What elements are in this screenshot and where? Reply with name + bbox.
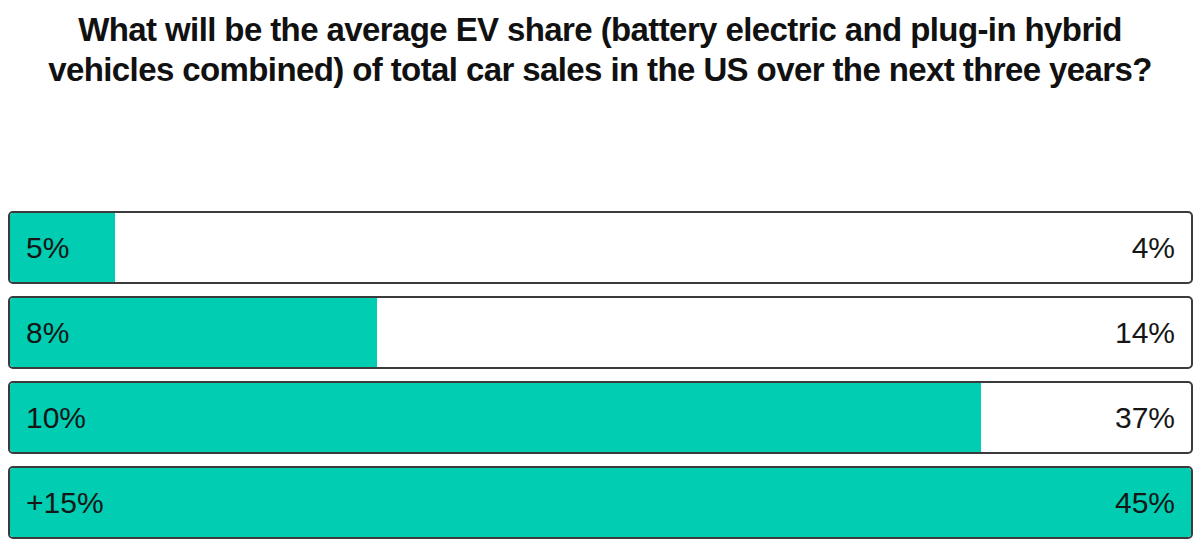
bar-fill: [10, 468, 1191, 537]
result-percentage: 14%: [1115, 316, 1175, 350]
poll-question-title: What will be the average EV share (batte…: [20, 10, 1180, 90]
option-label: 8%: [26, 316, 69, 350]
option-label: 10%: [26, 401, 86, 435]
answer-row-8pct: 8% 14%: [8, 296, 1193, 369]
answer-row-10pct: 10% 37%: [8, 381, 1193, 454]
poll-results-page: What will be the average EV share (batte…: [0, 0, 1200, 546]
answer-row-5pct: 5% 4%: [8, 211, 1193, 284]
option-label: +15%: [26, 486, 104, 520]
poll-results-chart: 5% 4% 8% 14% 10% 37% +15% 45%: [8, 211, 1193, 546]
result-percentage: 4%: [1132, 231, 1175, 265]
result-percentage: 37%: [1115, 401, 1175, 435]
result-percentage: 45%: [1115, 486, 1175, 520]
option-label: 5%: [26, 231, 69, 265]
bar-fill: [10, 383, 981, 452]
answer-row-15pct: +15% 45%: [8, 466, 1193, 539]
